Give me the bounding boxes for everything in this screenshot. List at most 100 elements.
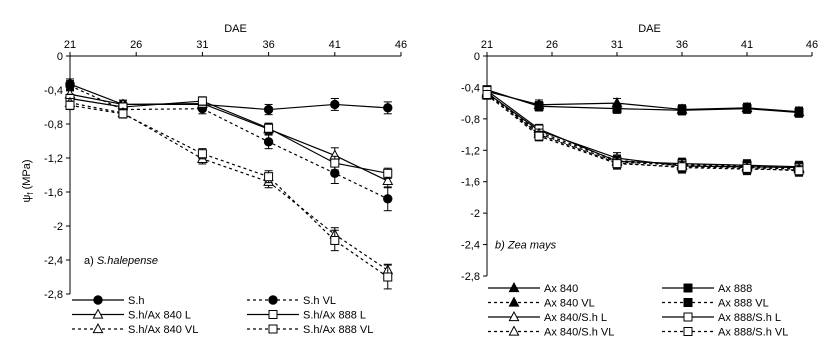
- series-line: [486, 94, 800, 170]
- y-tick-label: -0,4: [44, 85, 63, 97]
- x-axis-title: DAE: [638, 23, 661, 35]
- x-tick-label: 46: [395, 39, 407, 51]
- y-axis-title-unit: (MPa): [21, 159, 33, 192]
- x-axis-title: DAE: [224, 23, 247, 35]
- data-point: [534, 131, 544, 141]
- data-point: [794, 166, 804, 176]
- y-tick-label: -0,8: [461, 114, 480, 126]
- x-tick-label: 46: [806, 39, 818, 51]
- y-tick-label: -2: [53, 221, 63, 233]
- y-tick-label: -2,8: [461, 271, 480, 283]
- x-tick-label: 36: [676, 39, 688, 51]
- legend-label: S.h/Ax 888 L: [303, 310, 366, 322]
- series-line: [486, 94, 800, 172]
- series-4: [481, 86, 805, 174]
- series-line: [486, 90, 800, 168]
- data-point: [383, 272, 393, 282]
- legend-marker: [683, 298, 693, 307]
- panel-label-prefix: b): [495, 240, 508, 252]
- legend-label: S.h/Ax 888 VL: [303, 324, 373, 336]
- panel-label-prefix: a): [84, 255, 97, 267]
- data-point: [482, 90, 492, 99]
- y-axis-title-subscript: f: [26, 192, 35, 195]
- x-tick-label: 31: [196, 39, 208, 51]
- data-point: [330, 235, 340, 245]
- data-point: [534, 101, 544, 111]
- chart-panel-a: DAE 21 26 31 36 41 46 0 -0,4 -0,8 -1,2 -1,6 -2 -2,4 -2…: [21, 23, 407, 336]
- y-tick-label: -0,4: [461, 82, 480, 94]
- series-line: [486, 89, 800, 114]
- y-tick-label: -2: [470, 208, 480, 220]
- x-tick-label: 36: [262, 39, 274, 51]
- x-tick-label: 26: [130, 39, 142, 51]
- data-point: [677, 162, 687, 172]
- legend-marker: [508, 310, 520, 322]
- data-point: [330, 158, 340, 168]
- series-line: [69, 104, 389, 278]
- legend-marker: [683, 312, 693, 322]
- series-1: [65, 80, 393, 212]
- legend-marker: [268, 295, 278, 305]
- panel-label-species: Zea mays: [507, 240, 557, 252]
- series-0: [65, 78, 393, 116]
- data-point: [742, 104, 752, 114]
- x-tick-label: 21: [64, 39, 76, 51]
- x-tick-label: 41: [741, 39, 753, 51]
- legend-label: S.h: [128, 295, 145, 307]
- y-tick-label: -1,6: [44, 187, 63, 199]
- series-line: [69, 102, 389, 271]
- data-point: [383, 168, 393, 178]
- y-tick-label: -2,4: [461, 240, 480, 252]
- series-1: [482, 85, 804, 118]
- y-tick-label: -1,6: [461, 177, 480, 189]
- legend-label: S.h/Ax 840 L: [128, 310, 191, 322]
- legend-marker: [92, 308, 104, 319]
- series-line: [69, 93, 389, 182]
- y-tick-label: -2,4: [44, 255, 63, 267]
- y-axis-title: ψf (MPa): [21, 159, 35, 202]
- series-4: [64, 96, 394, 277]
- y-axis-title-symbol: ψ: [21, 195, 33, 203]
- legend-label: Ax 888: [718, 283, 752, 295]
- legend-label: Ax 840/S.h L: [544, 312, 607, 324]
- data-point: [677, 105, 687, 115]
- data-point: [330, 99, 340, 110]
- x-tick-label: 31: [611, 39, 623, 51]
- y-tick-label: -2,8: [44, 289, 63, 301]
- legend: Ax 840 Ax 888 Ax 840 VL Ax 888 VL Ax 840/S.h…: [488, 281, 788, 339]
- series-line: [486, 90, 800, 113]
- legend-marker: [683, 327, 693, 336]
- series-3: [65, 93, 393, 179]
- series-0: [481, 85, 805, 117]
- legend-label: Ax 888 VL: [718, 298, 769, 310]
- x-tick-label: 41: [329, 39, 341, 51]
- series-5: [65, 100, 393, 290]
- data-point: [197, 149, 207, 159]
- series-2: [64, 88, 394, 189]
- legend-label: S.h VL: [303, 295, 336, 307]
- data-point: [382, 174, 394, 186]
- x-tick-label: 26: [546, 39, 558, 51]
- data-point: [612, 104, 622, 114]
- y-tick-label: 0: [474, 51, 480, 63]
- data-point: [383, 103, 393, 113]
- series-line: [69, 97, 388, 174]
- legend-marker: [683, 283, 693, 293]
- legend-label: Ax 888/S.h VL: [718, 327, 788, 339]
- legend: S.h S.h VL S.h/Ax 840 L S.h/Ax 888 L S.h/Ax …: [72, 295, 373, 336]
- y-tick-label: -1,2: [44, 153, 63, 165]
- legend-marker: [508, 325, 520, 336]
- series-line: [69, 83, 388, 111]
- data-point: [612, 159, 622, 169]
- data-point: [794, 108, 804, 118]
- x-tick-label: 21: [481, 39, 493, 51]
- data-point: [118, 109, 128, 119]
- panel-label: b) Zea mays: [495, 240, 557, 252]
- legend-marker: [508, 281, 520, 293]
- y-tick-label: 0: [57, 51, 63, 63]
- legend-label: S.h/Ax 840 VL: [128, 324, 198, 336]
- panel-label-species: S.halepense: [97, 255, 158, 267]
- data-point: [197, 96, 207, 106]
- series-7: [482, 90, 804, 177]
